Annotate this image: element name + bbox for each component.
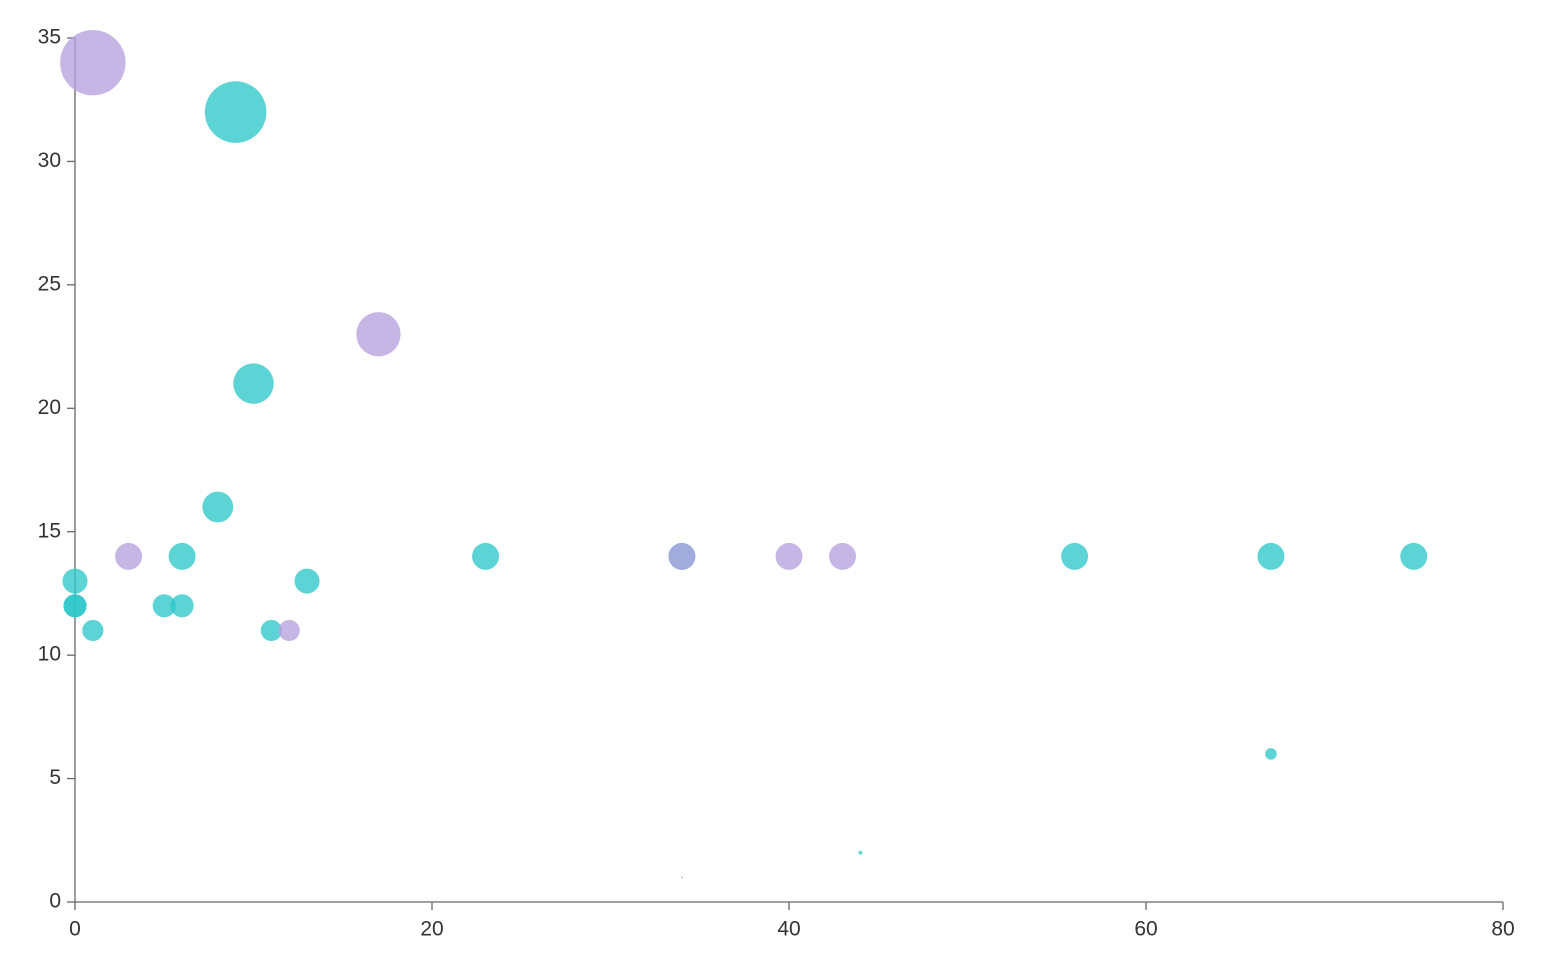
y-tick-label: 20 bbox=[38, 396, 61, 419]
y-tick-label: 25 bbox=[38, 272, 61, 295]
bubble bbox=[775, 542, 803, 570]
x-tick-label: 80 bbox=[1491, 918, 1514, 941]
x-tick-label: 60 bbox=[1134, 918, 1157, 941]
x-tick-label: 20 bbox=[420, 918, 443, 941]
bubble bbox=[1265, 748, 1277, 760]
bubble bbox=[204, 81, 267, 143]
y-tick-label: 0 bbox=[49, 890, 61, 913]
bubble bbox=[115, 542, 143, 570]
bubble bbox=[63, 594, 87, 618]
bubble bbox=[278, 619, 300, 642]
bubble bbox=[202, 491, 234, 523]
y-tick-label: 10 bbox=[38, 643, 61, 666]
x-tick-label: 40 bbox=[777, 918, 800, 941]
x-tick-label: 0 bbox=[69, 918, 81, 941]
bubble bbox=[858, 850, 863, 855]
bubble bbox=[829, 542, 857, 570]
bubble bbox=[1061, 542, 1089, 570]
bubble bbox=[168, 542, 196, 570]
bubble bbox=[233, 363, 274, 404]
bubble bbox=[1257, 542, 1285, 570]
bubble bbox=[294, 568, 320, 594]
bubble bbox=[260, 619, 282, 642]
y-tick-label: 35 bbox=[38, 26, 61, 49]
y-tick-label: 15 bbox=[38, 519, 61, 542]
bubble bbox=[152, 594, 176, 618]
y-tick-label: 5 bbox=[49, 766, 61, 789]
bubble bbox=[680, 876, 683, 879]
bubble bbox=[356, 312, 401, 357]
bubble bbox=[170, 594, 194, 618]
bubble bbox=[62, 568, 88, 594]
bubble bbox=[60, 29, 126, 96]
bubble bbox=[82, 619, 104, 642]
bubble bbox=[1400, 542, 1428, 570]
bubble bbox=[668, 542, 696, 570]
bubble bbox=[472, 542, 500, 570]
y-tick-label: 30 bbox=[38, 149, 61, 172]
